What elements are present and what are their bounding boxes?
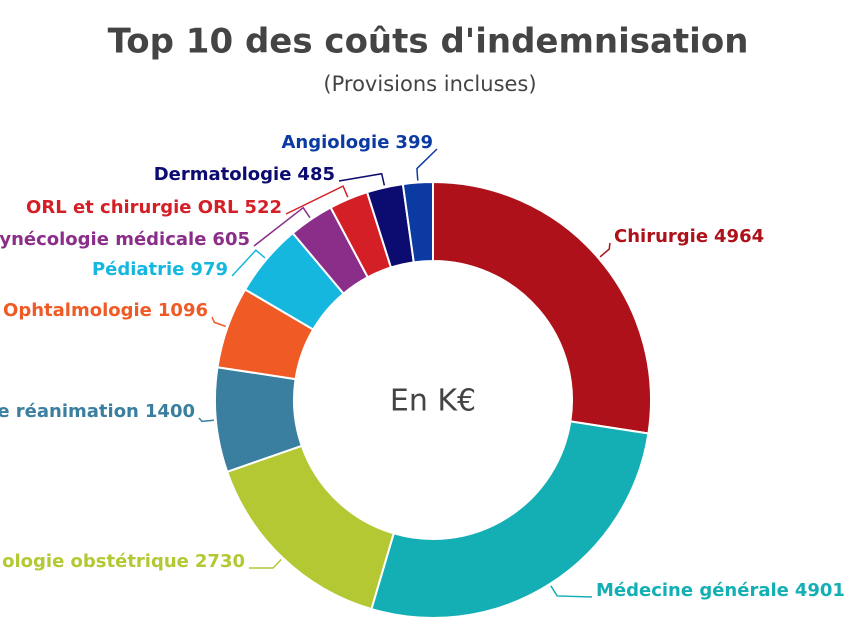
slice (401, 180, 434, 264)
label-value: 522 (244, 197, 282, 218)
label-category: ologie obstétrique (2, 551, 189, 572)
label-value: 1096 (158, 300, 208, 321)
chart-title: Top 10 des coûts d'indemnisation (108, 22, 749, 62)
slice (370, 420, 650, 619)
label-category: Médecine générale (596, 580, 789, 601)
data-label: Médecine générale 4901 (596, 580, 845, 601)
label-category: ORL et chirurgie ORL (26, 197, 238, 218)
leader-line (599, 242, 611, 258)
label-category: Pédiatrie (92, 259, 184, 280)
slice (225, 444, 395, 611)
data-label: ologie obstétrique 2730 (2, 551, 245, 572)
label-category: ynécologie médicale (0, 229, 206, 250)
slice (432, 180, 652, 435)
leader-line (253, 206, 311, 247)
data-label: ynécologie médicale 605 (0, 229, 250, 250)
data-label: Chirurgie 4964 (614, 226, 764, 247)
label-value: 399 (395, 132, 433, 153)
label-category: Dermatologie (154, 164, 292, 185)
label-value: 4901 (795, 580, 845, 601)
label-category: Ophtalmologie (3, 300, 152, 321)
data-label: ORL et chirurgie ORL 522 (26, 197, 282, 218)
data-label: Angiologie 399 (281, 132, 433, 153)
data-label: Pédiatrie 979 (92, 259, 228, 280)
leader-line (248, 558, 282, 569)
leader-line (416, 148, 438, 181)
leader-line (198, 417, 215, 423)
label-category: Angiologie (281, 132, 389, 153)
label-category: e réanimation (0, 401, 139, 422)
chart-subtitle: (Provisions incluses) (323, 72, 536, 96)
leader-line (211, 316, 226, 328)
label-value: 605 (212, 229, 250, 250)
data-label: Dermatologie 485 (154, 164, 335, 185)
data-label: e réanimation 1400 (0, 401, 195, 422)
leader-line (231, 249, 266, 277)
label-value: 1400 (145, 401, 195, 422)
label-value: 485 (297, 164, 335, 185)
label-category: Chirurgie (614, 226, 708, 247)
leader-line (338, 172, 386, 186)
label-value: 2730 (195, 551, 245, 572)
label-value: 4964 (714, 226, 764, 247)
leader-line (285, 185, 349, 215)
data-label: Ophtalmologie 1096 (3, 300, 208, 321)
leader-line (550, 585, 593, 598)
label-value: 979 (190, 259, 228, 280)
slices: Chirurgie 4964 Médecine générale 4901 ologie… (0, 132, 845, 619)
center-label: En K€ (390, 384, 476, 419)
